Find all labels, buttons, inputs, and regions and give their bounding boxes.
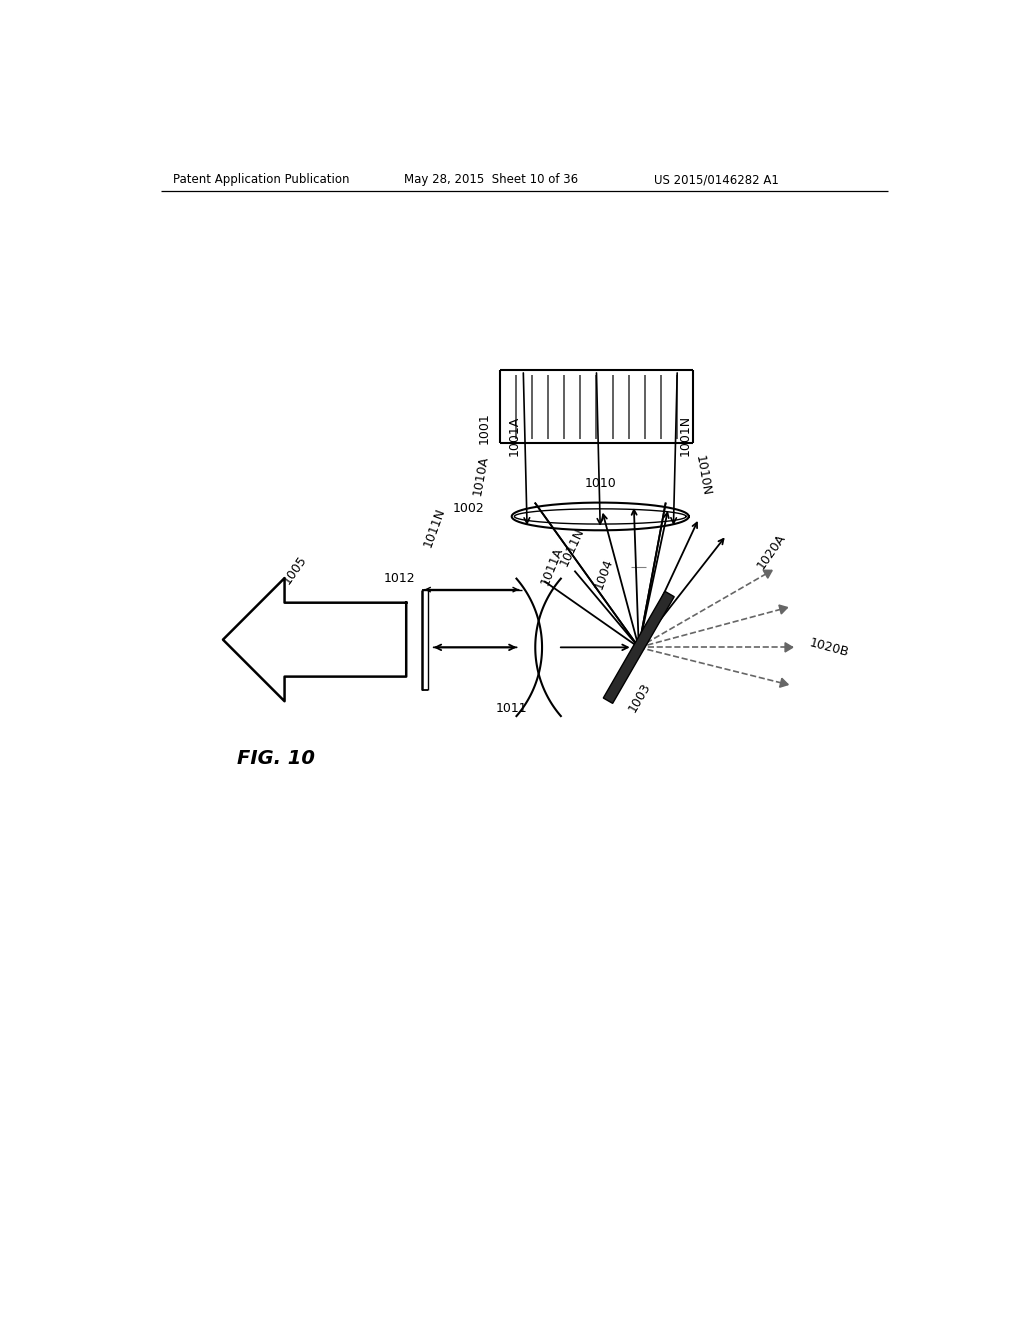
Polygon shape bbox=[763, 570, 772, 578]
Text: 1011N: 1011N bbox=[422, 507, 447, 549]
Polygon shape bbox=[785, 643, 793, 652]
Text: 1001N: 1001N bbox=[679, 414, 692, 457]
Text: Patent Application Publication: Patent Application Publication bbox=[173, 173, 349, 186]
Text: 1011N: 1011N bbox=[558, 525, 587, 569]
Text: 1001: 1001 bbox=[478, 412, 490, 444]
Text: 1004: 1004 bbox=[593, 557, 615, 591]
Polygon shape bbox=[779, 678, 788, 688]
Text: 1003: 1003 bbox=[626, 680, 653, 714]
Text: FIG. 10: FIG. 10 bbox=[237, 750, 314, 768]
Text: 1012: 1012 bbox=[384, 572, 416, 585]
Text: 1010: 1010 bbox=[585, 477, 616, 490]
Text: 1011: 1011 bbox=[496, 702, 527, 715]
Text: 1010N: 1010N bbox=[692, 454, 713, 498]
Text: US 2015/0146282 A1: US 2015/0146282 A1 bbox=[654, 173, 779, 186]
Text: 1020B: 1020B bbox=[808, 636, 851, 659]
Text: May 28, 2015  Sheet 10 of 36: May 28, 2015 Sheet 10 of 36 bbox=[403, 173, 578, 186]
Text: 1011A: 1011A bbox=[539, 545, 565, 587]
Text: 1001A: 1001A bbox=[508, 416, 521, 455]
Text: 1005: 1005 bbox=[281, 553, 309, 587]
Text: 1010A: 1010A bbox=[471, 454, 490, 496]
Text: 1002: 1002 bbox=[453, 502, 484, 515]
Polygon shape bbox=[603, 591, 674, 704]
Text: 1020A: 1020A bbox=[755, 531, 788, 572]
Polygon shape bbox=[779, 605, 787, 614]
